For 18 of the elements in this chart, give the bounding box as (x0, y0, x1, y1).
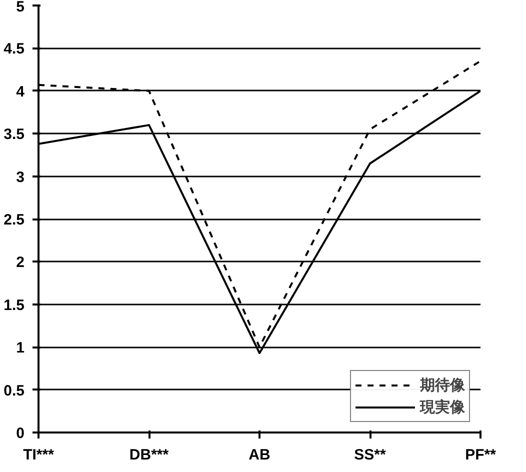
y-tick-label: 0.5 (4, 382, 25, 400)
y-tick-label: 2 (16, 254, 24, 272)
x-tick-label: SS** (354, 446, 386, 464)
y-tick-label: 3.5 (4, 126, 25, 144)
y-tick-label: 0 (16, 425, 24, 442)
x-tick-label: TI*** (23, 446, 54, 464)
x-tick-label: PF** (465, 446, 496, 464)
x-tick-label: AB (248, 446, 270, 464)
legend-label: 現実像 (420, 398, 465, 416)
y-tick-label: 1.5 (4, 296, 25, 314)
y-tick-label: 5 (16, 0, 24, 16)
y-tick-label: 4.5 (4, 40, 25, 58)
x-tick-label: DB*** (129, 446, 169, 464)
legend-label: 期待像 (420, 376, 465, 394)
y-tick-label: 1 (16, 340, 24, 357)
y-tick-label: 3 (16, 168, 24, 186)
y-tick-label: 2.5 (4, 212, 25, 228)
y-tick-label: 4 (16, 83, 26, 100)
